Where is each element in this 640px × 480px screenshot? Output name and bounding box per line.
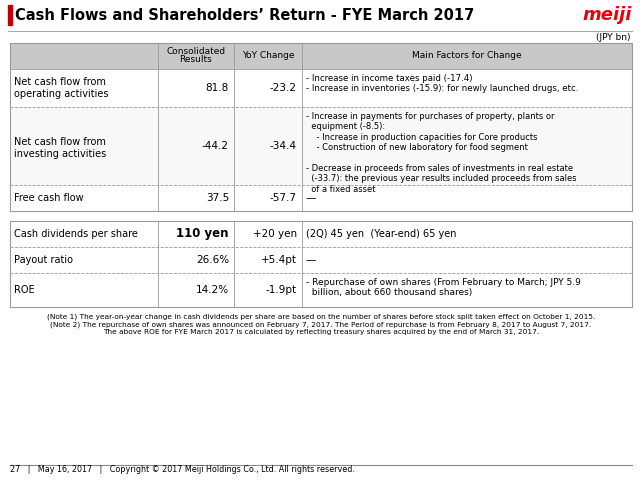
Text: -57.7: -57.7 <box>270 193 297 203</box>
Text: (JPY bn): (JPY bn) <box>596 33 631 41</box>
Text: -34.4: -34.4 <box>270 141 297 151</box>
Text: -44.2: -44.2 <box>202 141 229 151</box>
Text: Net cash flow from
operating activities: Net cash flow from operating activities <box>14 77 109 99</box>
Bar <box>8 5 12 25</box>
Text: Free cash flow: Free cash flow <box>14 193 84 203</box>
Bar <box>10 247 632 273</box>
Text: +5.4pt: +5.4pt <box>261 255 297 265</box>
Bar <box>10 185 632 211</box>
Bar <box>10 43 632 211</box>
Text: -23.2: -23.2 <box>270 83 297 93</box>
Bar <box>10 221 632 247</box>
Text: +20 yen: +20 yen <box>253 229 297 239</box>
Text: 27   |   May 16, 2017   |   Copyright © 2017 Meiji Holdings Co., Ltd. All rights: 27 | May 16, 2017 | Copyright © 2017 Mei… <box>10 466 355 475</box>
Text: Payout ratio: Payout ratio <box>14 255 73 265</box>
Text: Main Factors for Change: Main Factors for Change <box>412 51 522 60</box>
Text: Results: Results <box>180 55 212 63</box>
Bar <box>10 107 632 185</box>
Text: The above ROE for FYE March 2017 is calculated by reflecting treasury shares acq: The above ROE for FYE March 2017 is calc… <box>103 329 539 335</box>
Text: (Note 2) The repurchase of own shares was announced on February 7, 2017. The Per: (Note 2) The repurchase of own shares wa… <box>51 321 591 327</box>
Text: (2Q) 45 yen  (Year-end) 65 yen: (2Q) 45 yen (Year-end) 65 yen <box>306 229 456 239</box>
Text: 110 yen: 110 yen <box>177 228 229 240</box>
Text: -1.9pt: -1.9pt <box>266 285 297 295</box>
Text: —: — <box>306 193 316 203</box>
Bar <box>10 221 632 307</box>
Text: (Note 1) The year-on-year change in cash dividends per share are based on the nu: (Note 1) The year-on-year change in cash… <box>47 313 595 320</box>
Bar <box>10 43 632 69</box>
Text: - Increase in payments for purchases of property, plants or
  equipment (-8.5):
: - Increase in payments for purchases of … <box>306 112 577 194</box>
Text: 81.8: 81.8 <box>205 83 229 93</box>
Text: 37.5: 37.5 <box>205 193 229 203</box>
Text: Net cash flow from
investing activities: Net cash flow from investing activities <box>14 137 106 159</box>
Text: Cash Flows and Shareholders’ Return - FYE March 2017: Cash Flows and Shareholders’ Return - FY… <box>15 8 474 23</box>
Text: 26.6%: 26.6% <box>196 255 229 265</box>
Bar <box>10 43 632 211</box>
Text: YoY Change: YoY Change <box>242 51 294 60</box>
Text: - Increase in income taxes paid (-17.4)
- Increase in inventories (-15.9): for n: - Increase in income taxes paid (-17.4) … <box>306 74 579 94</box>
Text: ROE: ROE <box>14 285 35 295</box>
Text: - Repurchase of own shares (From February to March; JPY 5.9
  billion, about 660: - Repurchase of own shares (From Februar… <box>306 278 581 298</box>
Bar <box>10 273 632 307</box>
Text: Cash dividends per share: Cash dividends per share <box>14 229 138 239</box>
Text: Consolidated: Consolidated <box>166 47 225 56</box>
Text: meiji: meiji <box>582 6 632 24</box>
Text: 14.2%: 14.2% <box>196 285 229 295</box>
Bar <box>10 69 632 107</box>
Text: —: — <box>306 255 316 265</box>
